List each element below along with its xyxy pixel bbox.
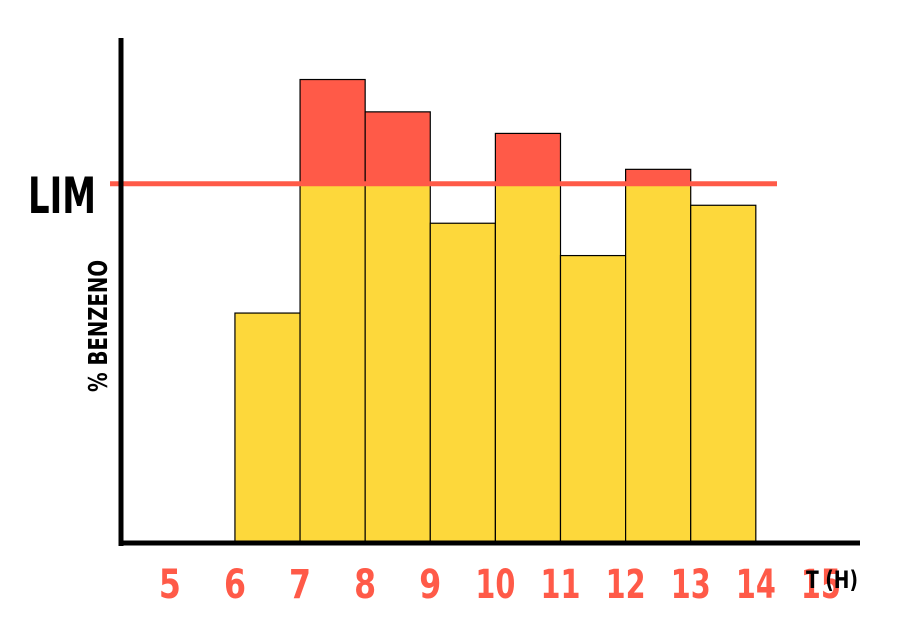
x-tick-label-8: 8: [354, 562, 376, 608]
bar-4: [429, 222, 496, 544]
x-tick-labels: 5 6 7 8 9 10 11 12 13 14 15: [159, 562, 841, 608]
bar-2-below-limit: [300, 183, 366, 543]
bar-3-above-limit: [365, 111, 431, 184]
x-tick-label-14: 14: [736, 562, 776, 608]
x-tick-label-9: 9: [419, 562, 441, 608]
bar-6: [559, 254, 627, 544]
bar-7: [625, 168, 692, 544]
x-tick-label-13: 13: [671, 562, 711, 608]
x-tick-label-6: 6: [224, 562, 246, 608]
bar-2-above-limit: [300, 79, 366, 184]
bar-3: [364, 111, 431, 544]
bar-1-fill: [234, 313, 301, 543]
bar-6-fill: [560, 255, 626, 544]
bar-7-below-limit: [625, 183, 691, 543]
bar-7-above-limit: [625, 169, 691, 184]
bar-2: [299, 78, 366, 544]
bar-5: [494, 132, 562, 544]
bar-4-fill: [430, 223, 496, 543]
y-axis-title: % BENZENO: [84, 260, 114, 392]
x-tick-label-12: 12: [606, 562, 646, 608]
x-tick-label-7: 7: [289, 562, 311, 608]
x-tick-label-11: 11: [540, 562, 580, 608]
bar-1: [234, 312, 301, 544]
bar-3-below-limit: [365, 183, 431, 543]
limit-label: LIM: [28, 167, 96, 225]
x-tick-label-10: 10: [475, 562, 515, 608]
bars-group: [234, 78, 757, 544]
bar-5-above-limit: [495, 133, 561, 184]
x-axis-title: T (H): [806, 566, 858, 594]
x-tick-label-15: 15: [801, 562, 841, 608]
bar-8: [690, 204, 757, 544]
bar-8-fill: [690, 205, 756, 543]
bar-5-below-limit: [495, 183, 561, 543]
x-tick-label-5: 5: [159, 562, 181, 608]
